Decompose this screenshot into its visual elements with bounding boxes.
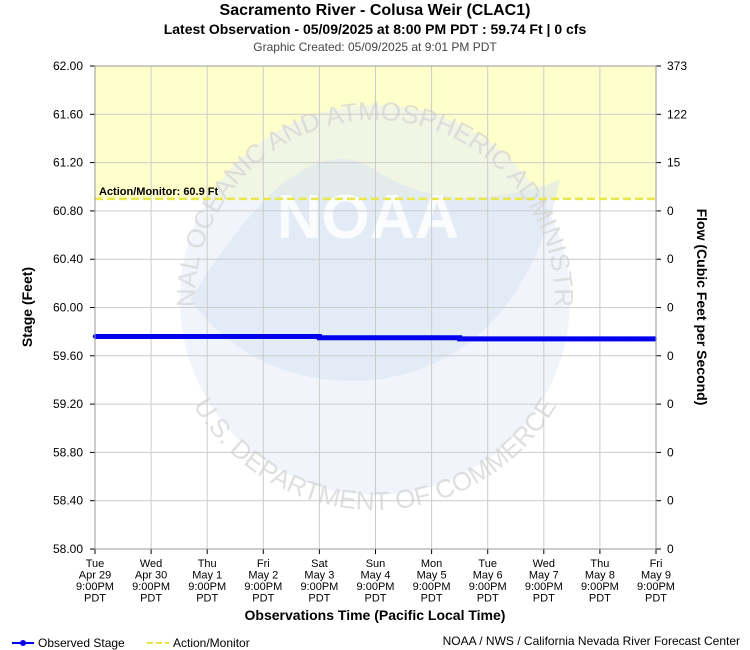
x-axis-label: Observations Time (Pacific Local Time) [245,607,506,623]
legend-observed-label: Observed Stage [38,636,125,650]
action-line: Action/Monitor: 60.9 Ft [95,186,656,201]
y-axis-label: Stage (Feet) [19,267,35,347]
y2-axis-label: Flow (Cubic Feet per Second) [694,209,710,406]
x-tick-label: Sat May 3 9:00PM PDT [300,558,338,605]
y2-tick-label: 0 [667,204,674,218]
y-tick-label: 60.00 [53,301,83,315]
y2-tick-label: 373 [667,59,687,73]
x-tick-label: Mon May 5 9:00PM PDT [413,558,451,605]
x-tick-label: Fri May 9 9:00PM PDT [637,558,675,605]
x-tick-label: Thu May 8 9:00PM PDT [581,558,619,605]
legend: Observed Stage Action/Monitor [12,636,250,650]
y-tick-label: 58.80 [53,445,83,459]
x-tick-label: Tue Apr 29 9:00PM PDT [76,558,114,605]
y2-tick-label: 15 [667,156,681,170]
y-tick-label: 61.20 [53,156,83,170]
y-tick-label: 58.00 [53,542,83,556]
graphic-created: Graphic Created: 05/09/2025 at 9:01 PM P… [253,40,497,54]
watermark-noaa-text: NOAA [277,183,460,252]
y2-tick-label: 0 [667,301,674,315]
y2-tick-label: 0 [667,445,674,459]
action-monitor-label: Action/Monitor: 60.9 Ft [99,186,219,198]
axes: 62.00 373 61.60 122 61.20 15 60.80 0 60.40 0 60.00… [53,59,687,605]
y2-tick-label: 0 [667,252,674,266]
y-tick-label: 61.60 [53,107,83,121]
legend-observed-marker [20,640,26,646]
y2-tick-label: 0 [667,494,674,508]
x-tick-label: Thu May 1 9:00PM PDT [188,558,226,605]
x-tick-label: Fri May 2 9:00PM PDT [244,558,282,605]
y2-tick-label: 0 [667,397,674,411]
x-tick-label: Wed May 7 9:00PM PDT [525,558,563,605]
y-tick-label: 59.20 [53,397,83,411]
x-tick-label: Sun May 4 9:00PM PDT [357,558,395,605]
x-tick-label: Wed Apr 30 9:00PM PDT [132,558,170,605]
y2-tick-label: 122 [667,107,687,121]
observed-stage-series [92,333,657,342]
x-tick-label: Tue May 6 9:00PM PDT [469,558,507,605]
y-tick-label: 59.60 [53,349,83,363]
legend-action-label: Action/Monitor [173,636,250,650]
footer-credit: NOAA / NWS / California Nevada River For… [443,634,740,648]
y-tick-label: 62.00 [53,59,83,73]
plot-border [94,65,657,550]
y-tick-label: 58.40 [53,494,83,508]
chart-title: Sacramento River - Colusa Weir (CLAC1) [219,2,531,19]
chart-subtitle: Latest Observation - 05/09/2025 at 8:00 … [163,21,587,37]
y2-tick-label: 0 [667,349,674,363]
y2-tick-label: 0 [667,542,674,556]
y-tick-label: 60.80 [53,204,83,218]
y-tick-label: 60.40 [53,252,83,266]
